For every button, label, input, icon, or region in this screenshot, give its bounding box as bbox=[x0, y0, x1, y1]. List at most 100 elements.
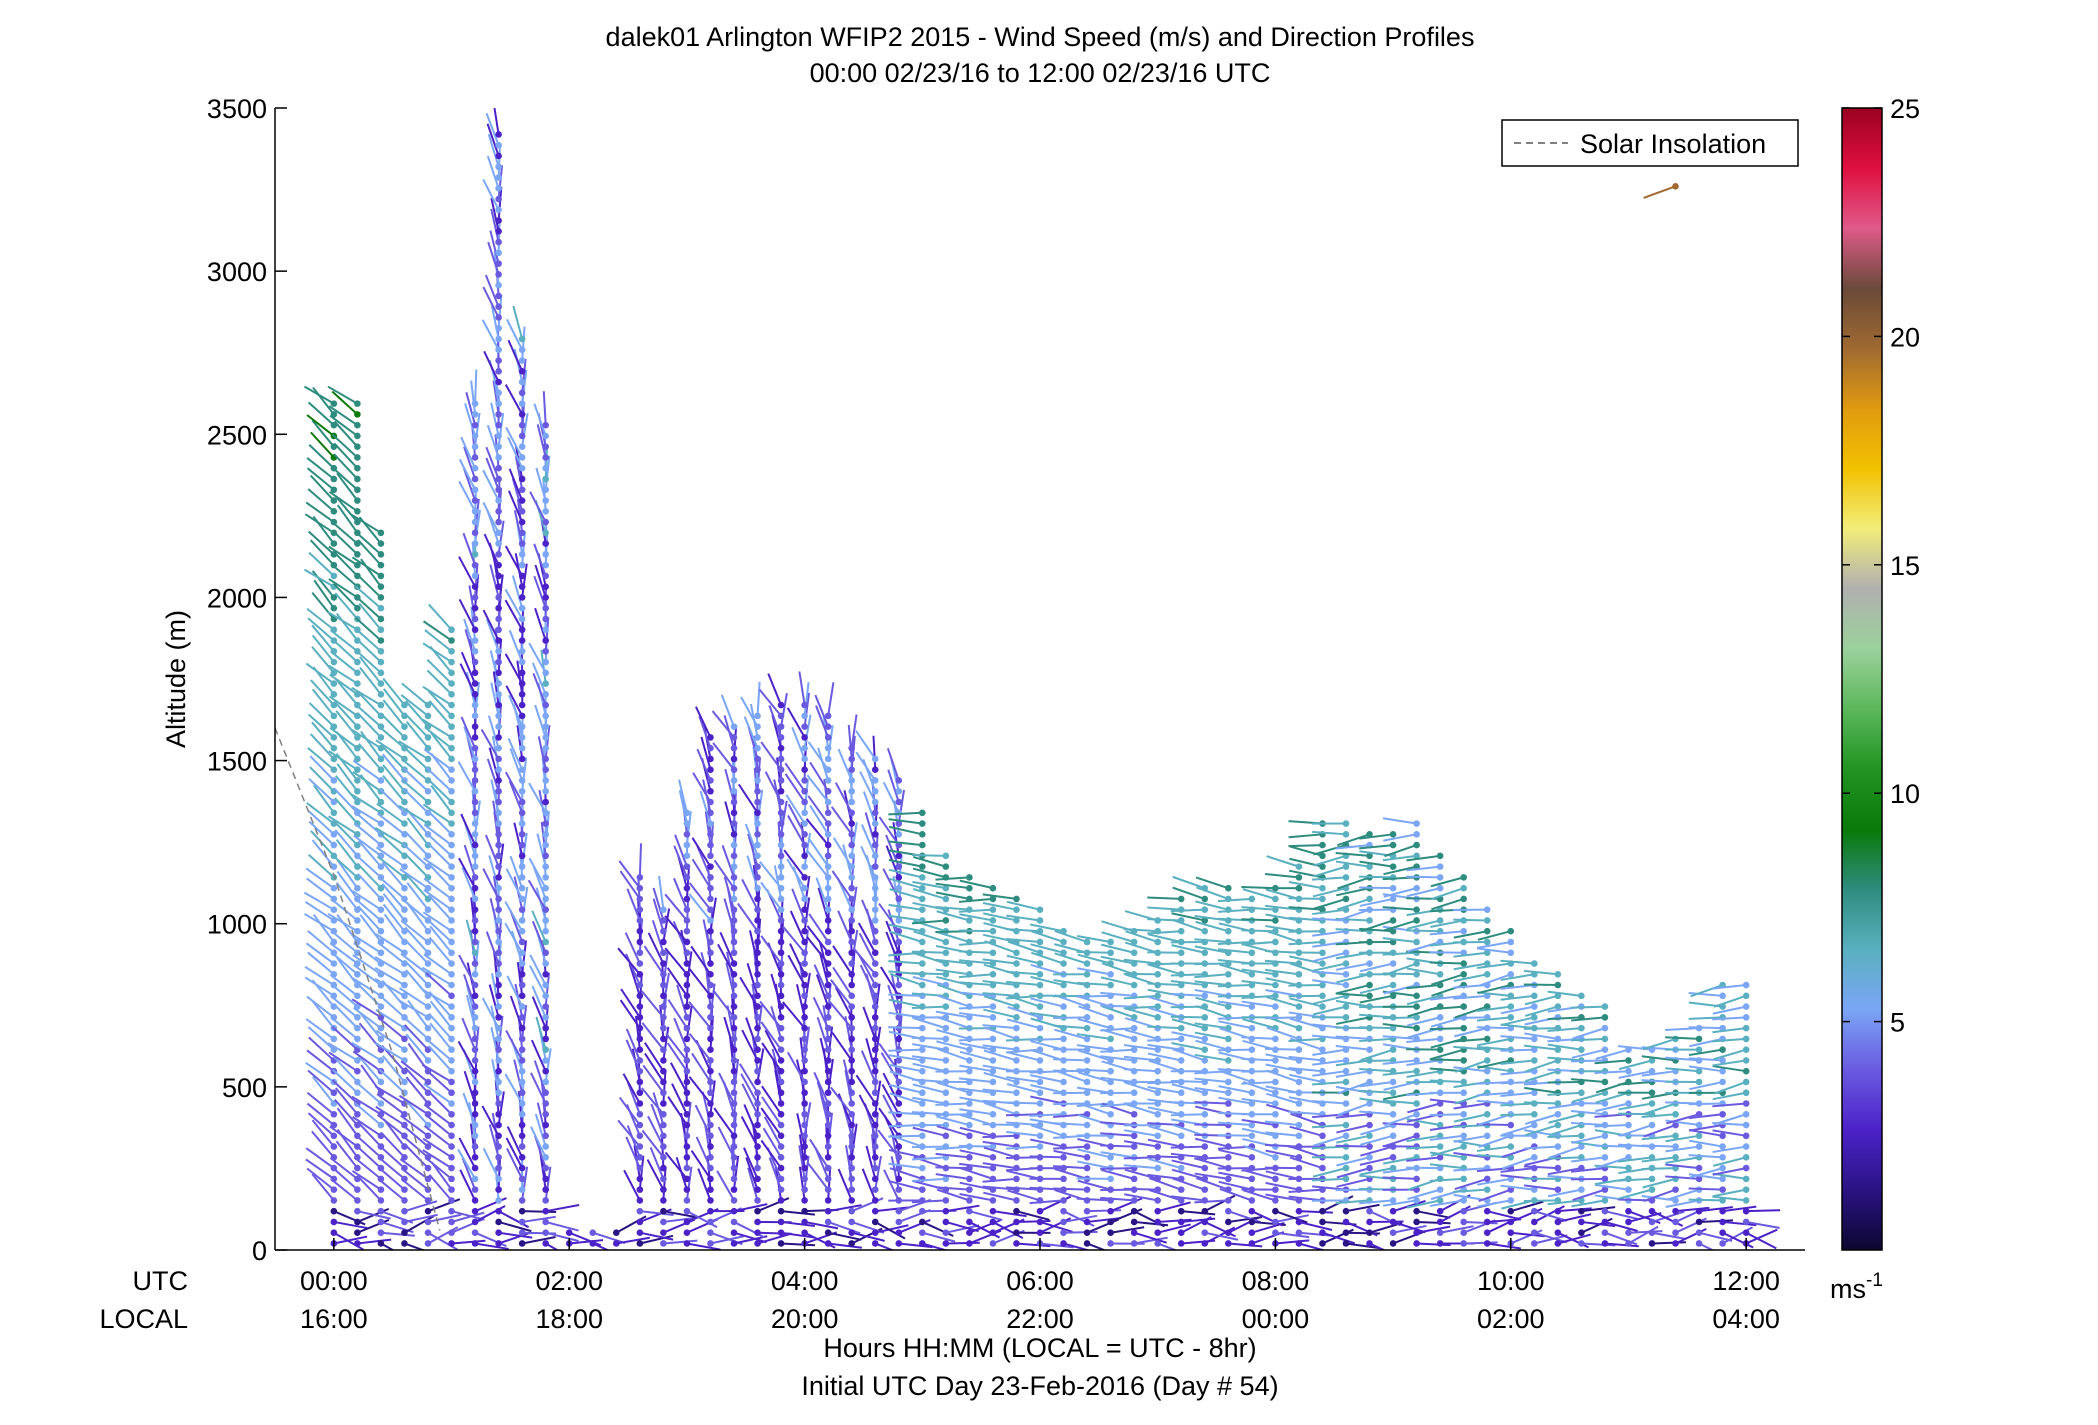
wind-barb-dot bbox=[401, 723, 408, 730]
wind-barb-shaft bbox=[311, 688, 335, 717]
wind-barb-dot bbox=[1531, 1132, 1538, 1140]
wind-barb-dot bbox=[424, 1003, 432, 1010]
wind-barb-shaft bbox=[1712, 1059, 1747, 1067]
wind-barb-shaft bbox=[777, 821, 783, 856]
wind-barb-shaft bbox=[1148, 1157, 1182, 1170]
wind-barb-shaft bbox=[912, 855, 947, 868]
wind-barb-shaft bbox=[403, 959, 429, 986]
wind-barb-shaft bbox=[912, 1062, 947, 1073]
wind-barb-shaft bbox=[1086, 1217, 1121, 1223]
wind-barb-dot bbox=[1389, 1229, 1397, 1237]
wind-barb-shaft bbox=[1147, 1154, 1182, 1159]
wind-barb-shaft bbox=[426, 809, 453, 836]
wind-barb-dot bbox=[1295, 884, 1303, 892]
wind-barb-shaft bbox=[1053, 1113, 1088, 1118]
wind-barb-shaft bbox=[422, 911, 453, 933]
wind-barb-dot bbox=[471, 604, 479, 612]
wind-barb-shaft bbox=[425, 1069, 453, 1094]
wind-barb-dot bbox=[754, 820, 761, 827]
wind-barb-shaft bbox=[808, 913, 829, 943]
wind-barb-dot bbox=[942, 852, 950, 860]
wind-barb-shaft bbox=[422, 718, 453, 739]
wind-barb-dot bbox=[1695, 1132, 1703, 1140]
wind-barb-shaft bbox=[647, 932, 665, 964]
wind-barb-dot bbox=[824, 1035, 832, 1043]
wind-barb-shaft bbox=[521, 940, 527, 975]
wind-barb-shaft bbox=[834, 986, 853, 1018]
wind-barb-dot bbox=[354, 658, 361, 666]
wind-barb-shaft bbox=[935, 968, 970, 976]
wind-barb-dot bbox=[966, 1197, 973, 1204]
wind-barb-shaft bbox=[756, 789, 764, 824]
wind-barb-shaft bbox=[746, 963, 759, 997]
wind-barb-dot bbox=[777, 1035, 785, 1043]
wind-barb-shaft bbox=[489, 230, 500, 264]
wind-barb-dot bbox=[660, 992, 667, 1000]
wind-barb-shaft bbox=[897, 1015, 903, 1050]
wind-barb-shaft bbox=[659, 1004, 665, 1039]
wind-barb-shaft bbox=[1359, 1026, 1394, 1030]
wind-barb-dot bbox=[495, 260, 502, 267]
wind-barb-dot bbox=[1601, 1100, 1609, 1107]
wind-barb-shaft bbox=[760, 881, 782, 911]
wind-barb-dot bbox=[495, 691, 502, 698]
wind-barb-dot bbox=[919, 841, 926, 849]
wind-barb-shaft bbox=[401, 897, 429, 922]
wind-barb-dot bbox=[1083, 938, 1091, 946]
wind-barb-shaft bbox=[482, 1147, 500, 1180]
wind-barb-dot bbox=[354, 1186, 361, 1193]
wind-barb-shaft bbox=[1500, 1035, 1535, 1040]
wind-barb-dot bbox=[730, 755, 738, 763]
wind-barb-dot bbox=[1083, 1035, 1091, 1043]
wind-barb-shaft bbox=[1077, 1071, 1111, 1083]
wind-barb-shaft bbox=[1266, 995, 1300, 1008]
wind-barb-shaft bbox=[649, 1146, 665, 1180]
wind-barb-shaft bbox=[359, 656, 382, 685]
wind-barb-dot bbox=[1742, 1003, 1750, 1010]
wind-barb-shaft bbox=[862, 791, 877, 824]
wind-barb-dot bbox=[1083, 1218, 1091, 1226]
wind-barb-shaft bbox=[958, 981, 994, 987]
wind-barb-dot bbox=[1483, 970, 1491, 978]
wind-barb-dot bbox=[471, 561, 479, 569]
wind-barb-shaft bbox=[623, 1169, 641, 1201]
wind-barb-dot bbox=[1531, 1229, 1538, 1237]
wind-barb-shaft bbox=[354, 1080, 382, 1105]
wind-barb-shaft bbox=[1406, 929, 1441, 933]
wind-barb-shaft bbox=[1453, 918, 1488, 922]
wind-barb-dot bbox=[660, 917, 667, 924]
wind-barb-shaft bbox=[309, 755, 335, 782]
wind-barb-shaft bbox=[459, 1169, 476, 1201]
wind-barb-dot bbox=[754, 884, 761, 892]
wind-barb-dot bbox=[1036, 1132, 1044, 1140]
wind-barb-dot bbox=[542, 723, 549, 730]
wind-barb-shaft bbox=[912, 1096, 947, 1105]
wind-barb-dot bbox=[495, 798, 502, 806]
wind-barb-shaft bbox=[352, 1116, 382, 1137]
x-tick-label-local: 18:00 bbox=[535, 1304, 603, 1334]
wind-barb-dot bbox=[448, 1121, 455, 1129]
wind-barb-dot bbox=[1578, 1218, 1585, 1226]
wind-barb-shaft bbox=[697, 1168, 712, 1201]
wind-barb-dot bbox=[1413, 1121, 1420, 1129]
wind-barb-dot bbox=[801, 820, 808, 827]
wind-barb-shaft bbox=[1264, 1047, 1299, 1051]
wind-barb-dot bbox=[919, 981, 926, 989]
wind-barb-dot bbox=[354, 1089, 361, 1097]
wind-barb-dot bbox=[424, 981, 432, 989]
wind-barb-dot bbox=[448, 766, 455, 774]
wind-barb-shaft bbox=[639, 1234, 674, 1245]
wind-barb-dot bbox=[707, 820, 714, 827]
wind-barb-shaft bbox=[780, 1210, 816, 1216]
wind-barb-shaft bbox=[356, 862, 382, 889]
wind-barb-dot bbox=[777, 1240, 785, 1247]
wind-barb-shaft bbox=[1604, 1242, 1639, 1248]
wind-barb-shaft bbox=[351, 1095, 382, 1116]
wind-barb-dot bbox=[801, 787, 808, 795]
wind-barb-shaft bbox=[1335, 992, 1370, 997]
wind-barb-shaft bbox=[1148, 1006, 1182, 1019]
wind-barb-shaft bbox=[889, 973, 923, 987]
wind-barb-dot bbox=[707, 755, 714, 763]
wind-barb-dot bbox=[1413, 1240, 1420, 1247]
wind-barb-shaft bbox=[506, 1147, 524, 1180]
